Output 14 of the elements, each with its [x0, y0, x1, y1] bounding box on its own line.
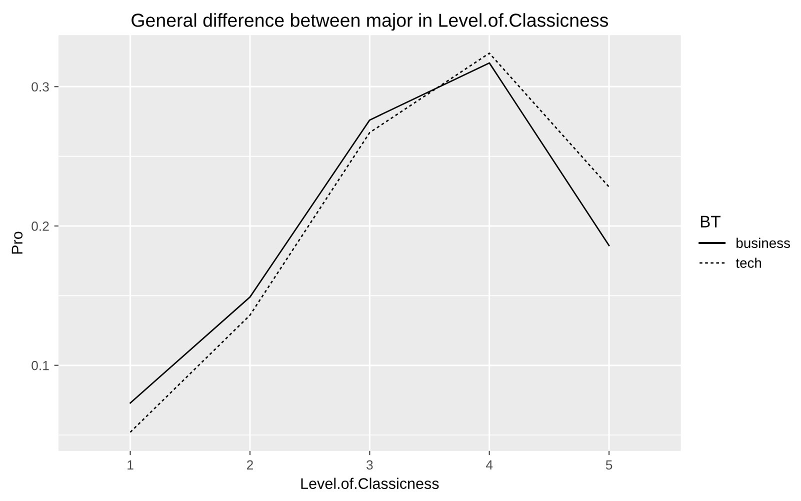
x-axis-title: Level.of.Classicness	[301, 478, 439, 490]
x-tick-label: 1	[128, 460, 134, 470]
y-tick-label: 0.1	[32, 360, 49, 370]
legend-label: business	[736, 238, 790, 248]
x-tick-label: 3	[366, 460, 373, 470]
legend-label: tech	[736, 258, 762, 268]
x-tick-label: 5	[606, 460, 612, 470]
x-tick-label: 4	[486, 460, 493, 470]
y-tick-label: 0.2	[32, 222, 49, 231]
legend-title: BT	[700, 216, 720, 228]
chart-title: General difference between major in Level.of.Classicness	[132, 13, 608, 31]
y-tick-label: 0.3	[32, 82, 49, 92]
y-axis-title: Pro	[12, 232, 23, 254]
x-tick-label: 2	[246, 460, 253, 470]
